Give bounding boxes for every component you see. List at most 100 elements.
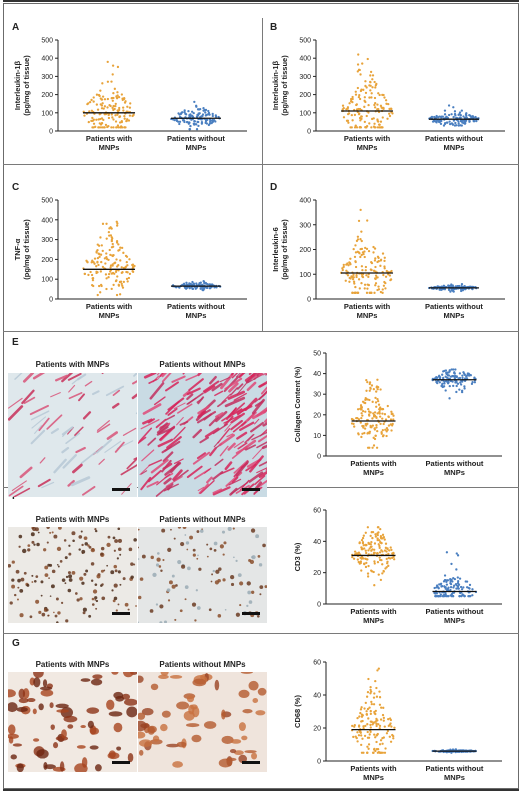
stain-fiber <box>13 487 31 497</box>
data-point <box>212 118 216 122</box>
stained-cell <box>239 581 244 586</box>
data-point <box>341 268 344 272</box>
data-point <box>354 260 357 264</box>
stain-fiber <box>212 423 228 435</box>
data-point <box>354 285 357 289</box>
data-point <box>468 373 471 376</box>
data-point <box>341 267 344 270</box>
data-point <box>376 399 380 403</box>
data-point <box>355 736 358 740</box>
data-point <box>454 582 458 586</box>
stained-cell <box>258 563 263 567</box>
stained-cell <box>40 580 44 584</box>
data-point <box>90 119 93 123</box>
data-point <box>362 88 365 91</box>
stained-cell <box>81 549 86 554</box>
stain-fiber <box>220 373 234 390</box>
stain-fiber <box>177 403 193 414</box>
macrophage-cluster <box>255 710 266 716</box>
stained-cell <box>255 534 260 539</box>
data-point <box>356 408 360 411</box>
data-point <box>101 249 104 253</box>
data-point <box>125 261 128 264</box>
stained-cell <box>198 567 202 571</box>
data-point <box>360 435 363 439</box>
stain-fiber <box>256 467 267 474</box>
data-point <box>99 123 103 126</box>
stained-cell <box>51 531 54 534</box>
data-point <box>438 583 441 586</box>
data-point <box>114 120 118 123</box>
stain-fiber <box>244 434 254 444</box>
data-point <box>363 562 366 565</box>
y-tick-label: 40 <box>313 693 321 700</box>
data-point <box>114 114 117 117</box>
stained-cell <box>87 544 90 547</box>
stain-fiber <box>156 426 175 436</box>
data-point <box>364 724 367 728</box>
stained-cell <box>40 594 43 597</box>
data-point <box>111 116 114 119</box>
data-point <box>460 284 463 288</box>
stain-fiber <box>233 440 245 449</box>
data-point <box>465 377 469 380</box>
x-category-label: MNPs <box>444 616 465 625</box>
macrophage-cluster <box>33 677 41 688</box>
stain-fiber <box>172 469 183 481</box>
data-point <box>359 119 362 122</box>
stain-fiber <box>8 485 24 497</box>
data-point <box>361 737 364 740</box>
scale-bar <box>112 488 130 491</box>
stain-fiber <box>138 427 153 443</box>
data-point <box>372 269 376 272</box>
stained-cell <box>138 621 139 623</box>
data-point <box>372 696 376 699</box>
data-point <box>378 703 382 706</box>
y-tick-label: 60 <box>313 660 321 667</box>
data-point <box>435 586 438 589</box>
stain-fiber <box>231 373 239 379</box>
data-point <box>439 122 443 126</box>
data-point <box>100 104 104 107</box>
data-point <box>117 249 120 252</box>
stained-cell <box>31 540 35 544</box>
stained-cell <box>44 565 49 570</box>
data-point <box>195 286 199 289</box>
macrophage-cluster <box>80 678 91 682</box>
data-point <box>364 544 367 547</box>
stain-fiber <box>235 373 242 378</box>
macrophage-cluster <box>36 749 49 759</box>
data-point <box>373 692 376 695</box>
data-point <box>373 411 377 414</box>
data-point <box>377 92 380 95</box>
data-point <box>364 269 367 272</box>
data-point <box>448 384 451 388</box>
stain-fiber <box>258 373 264 377</box>
stain-fiber <box>227 442 236 451</box>
data-point <box>355 417 358 420</box>
stained-cell <box>18 545 21 548</box>
stain-fiber <box>214 390 224 397</box>
data-point <box>108 227 111 230</box>
data-point <box>110 287 113 291</box>
data-point <box>353 113 357 117</box>
data-point <box>109 253 112 257</box>
y-axis-unit: (pg/mg of tissue) <box>280 219 289 280</box>
data-point <box>363 255 366 259</box>
data-point <box>460 109 463 112</box>
stain-fiber <box>257 434 267 443</box>
data-point <box>367 747 370 750</box>
data-point <box>344 279 347 282</box>
data-point <box>369 545 372 549</box>
data-point <box>375 390 378 393</box>
stain-fiber <box>147 437 157 446</box>
y-axis-label: CD3 (%) <box>293 542 302 571</box>
data-point <box>392 414 395 417</box>
stain-fiber <box>61 446 70 454</box>
stained-cell <box>150 555 154 560</box>
stained-cell <box>206 543 209 546</box>
data-point <box>452 290 455 293</box>
stained-cell <box>196 557 199 560</box>
data-point <box>380 706 383 709</box>
stained-cell <box>81 581 85 585</box>
